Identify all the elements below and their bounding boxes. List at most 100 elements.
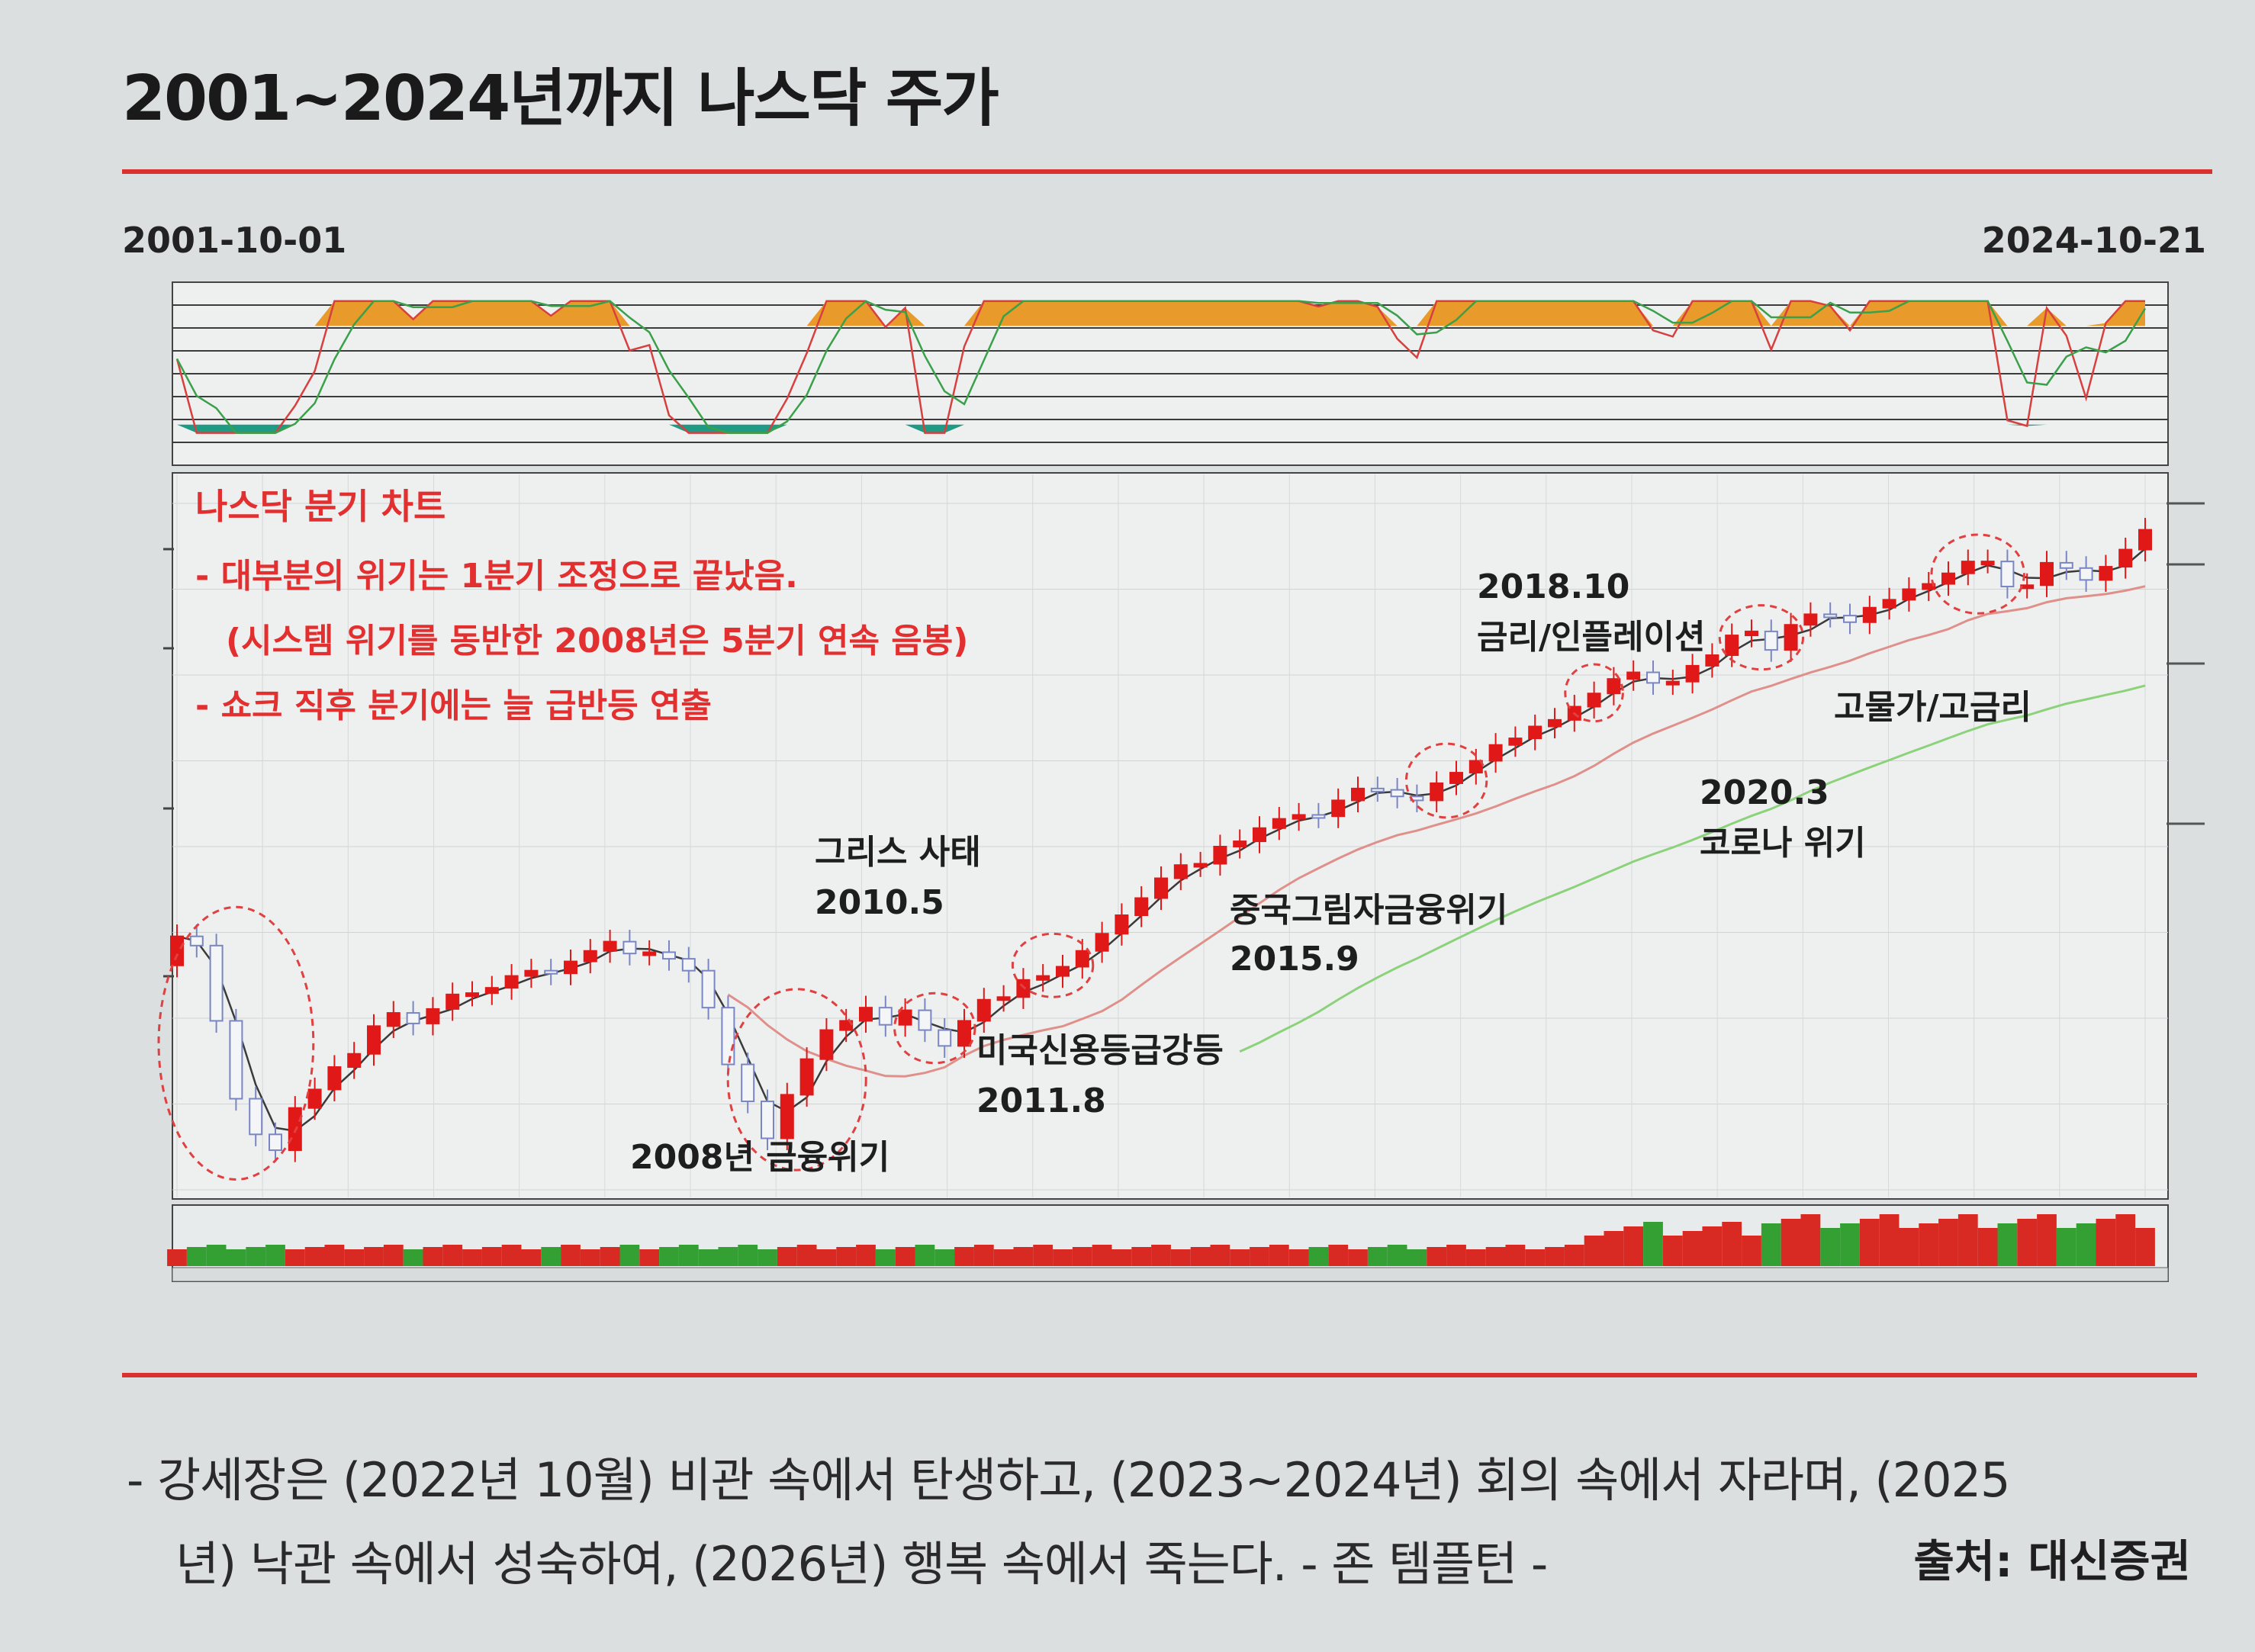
volume-bar: [1623, 1226, 1644, 1266]
candle-up: [1784, 612, 1798, 662]
candle-up: [859, 995, 873, 1033]
volume-bar: [206, 1245, 227, 1266]
candle-body: [642, 951, 657, 956]
volume-bar: [1702, 1226, 1723, 1266]
candle-up: [1626, 660, 1641, 691]
candle-body: [1115, 914, 1129, 935]
volume-bar: [1800, 1214, 1821, 1266]
candle-body: [1764, 630, 1778, 651]
candle-body: [741, 1063, 755, 1103]
candle-up: [583, 939, 597, 974]
candle-body: [2079, 567, 2093, 581]
candle-body: [780, 1094, 794, 1139]
volume-bar: [659, 1247, 679, 1266]
volume-bar: [1131, 1247, 1152, 1266]
volume-bar: [915, 1245, 935, 1266]
candle-body: [1587, 693, 1601, 708]
crisis-circle: [1930, 533, 2025, 615]
candle-body: [307, 1088, 322, 1109]
volume-bar: [816, 1249, 837, 1266]
candle-body: [1075, 950, 1089, 968]
volume-bar: [1465, 1249, 1486, 1266]
annotation-us-downgrade-label: 미국신용등급강등: [976, 1031, 1224, 1070]
volume-bar: [600, 1247, 620, 1266]
volume-bar: [1407, 1249, 1427, 1266]
crisis-circle: [726, 988, 867, 1172]
volume-bar: [304, 1247, 325, 1266]
volume-bar: [1564, 1245, 1584, 1266]
volume-bar: [758, 1249, 777, 1266]
volume-bar: [1859, 1219, 1880, 1266]
candle-up: [1449, 760, 1463, 795]
annotation-covid-date: 2020.3: [1700, 773, 1829, 812]
candle-down: [622, 930, 637, 966]
volume-bar: [285, 1249, 305, 1266]
candle-down: [701, 959, 716, 1020]
volume-bar: [1485, 1247, 1506, 1266]
volume-bar: [875, 1249, 896, 1266]
candle-up: [426, 997, 440, 1036]
volume-bar: [1230, 1249, 1250, 1266]
candle-body: [976, 998, 991, 1022]
candle-up: [819, 1018, 834, 1072]
candle-up: [1882, 587, 1896, 620]
volume-bar: [1604, 1231, 1624, 1266]
candle-up: [327, 1055, 342, 1102]
volume-bar: [678, 1245, 699, 1266]
volume-bar: [1111, 1249, 1132, 1266]
candle-body: [1056, 966, 1070, 977]
crisis-circles: [157, 533, 2025, 1181]
candle-body: [1468, 760, 1483, 774]
annotation-inflation-label: 고물가/고금리: [1834, 688, 2031, 727]
candle-body: [1862, 606, 1877, 623]
candle-body: [1449, 772, 1463, 784]
candle-up: [1173, 853, 1188, 891]
candle-up: [1508, 726, 1523, 757]
candle-body: [1292, 814, 1306, 820]
notes-heading: 나스닥 분기 차트: [195, 486, 446, 527]
candle-up: [780, 1082, 794, 1151]
candle-body: [406, 1012, 420, 1024]
volume-bar: [1525, 1249, 1546, 1266]
candle-body: [1607, 678, 1621, 695]
candle-up: [996, 985, 1011, 1012]
candle-up: [170, 924, 184, 978]
volume-bar: [2135, 1228, 2155, 1266]
annotation-2018-label: 금리/인플레이션: [1477, 618, 1705, 657]
candle-up: [1115, 903, 1129, 946]
notes-line-3: - 쇼크 직후 분기에는 늘 급반등 연출: [195, 686, 712, 725]
candle-up: [603, 930, 617, 963]
candle-up: [957, 1008, 971, 1058]
candle-body: [2000, 561, 2015, 588]
candle-up: [446, 982, 460, 1021]
candle-up: [1331, 788, 1346, 828]
volume-bar: [1840, 1223, 1860, 1266]
volume-bar: [1919, 1223, 1939, 1266]
volume-bar: [2076, 1223, 2096, 1266]
volume-bar: [2115, 1214, 2136, 1266]
volume-bar: [1387, 1245, 1407, 1266]
candle-body: [2118, 548, 2133, 568]
volume-bar: [186, 1247, 207, 1266]
candle-up: [2040, 551, 2054, 597]
volume-bar: [2017, 1219, 2038, 1266]
candle-up: [465, 981, 479, 1007]
candle-body: [1233, 840, 1247, 847]
candle-down: [741, 1053, 755, 1114]
candle-body: [564, 960, 577, 975]
candle-body: [524, 969, 539, 977]
candle-body: [721, 1007, 735, 1065]
candle-body: [1626, 671, 1641, 680]
candle-body: [426, 1008, 440, 1024]
candle-up: [1154, 866, 1168, 911]
candle-body: [1370, 787, 1385, 792]
candle-body: [544, 969, 558, 975]
volume-bar: [1348, 1249, 1368, 1266]
candle-body: [1213, 846, 1227, 865]
candle-body: [1745, 630, 1758, 637]
candle-body: [465, 992, 479, 998]
candle-up: [1016, 968, 1031, 1009]
annotation-2008-crisis: 2008년 금융위기: [630, 1138, 889, 1177]
candle-body: [1253, 827, 1266, 843]
price-axis-ticks: [163, 502, 2205, 978]
